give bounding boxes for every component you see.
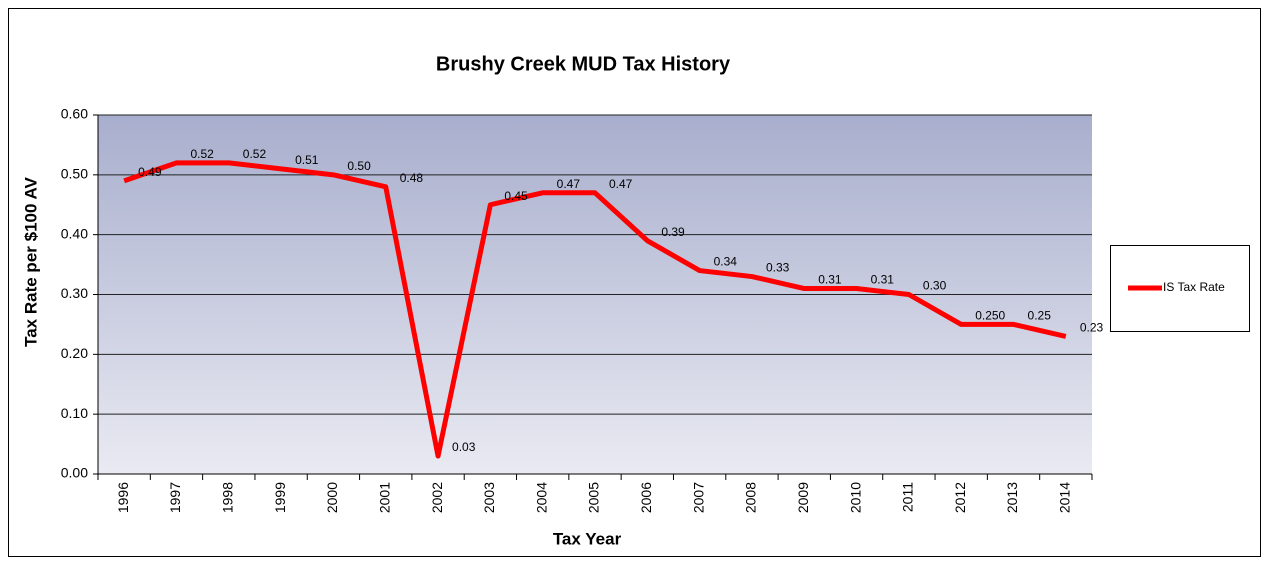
data-label: 0.48: [400, 171, 424, 185]
data-label: 0.30: [923, 279, 947, 293]
x-tick-label: 2003: [481, 482, 497, 513]
x-tick-label: 2010: [847, 482, 863, 513]
y-tick-label: 0.10: [61, 405, 88, 421]
data-line: [123, 160, 1067, 459]
legend-label: IS Tax Rate: [1163, 280, 1225, 294]
data-label: 0.49: [138, 165, 162, 179]
chart-title: Brushy Creek MUD Tax History: [436, 53, 731, 75]
data-label: 0.33: [766, 261, 790, 275]
data-label: 0.47: [609, 177, 633, 191]
x-tick-label: 2005: [586, 482, 602, 513]
y-tick-label: 0.00: [61, 465, 88, 481]
data-label: 0.31: [871, 273, 895, 287]
y-tick-label: 0.40: [61, 225, 88, 241]
data-label: 0.250: [975, 309, 1005, 323]
data-label: 0.39: [661, 225, 685, 239]
data-label: 0.52: [190, 147, 214, 161]
y-tick-label: 0.30: [61, 285, 88, 301]
x-tick-label: 2012: [952, 482, 968, 513]
x-tick-label: 2008: [743, 482, 759, 513]
data-label: 0.50: [347, 159, 371, 173]
data-label: 0.52: [243, 147, 267, 161]
data-label: 0.45: [504, 189, 528, 203]
data-label: 0.47: [557, 177, 581, 191]
y-tick-label: 0.20: [61, 345, 88, 361]
y-tick-label: 0.50: [61, 166, 88, 182]
y-tick-label: 0.60: [61, 106, 88, 122]
x-tick-label: 2001: [376, 482, 392, 513]
x-tick-label: 2009: [795, 482, 811, 513]
x-axis-title: Tax Year: [553, 529, 622, 548]
x-tick-label: 2013: [1004, 482, 1020, 513]
data-label: 0.51: [295, 153, 319, 167]
x-tick-label: 1998: [219, 482, 235, 513]
data-label: 0.23: [1080, 321, 1104, 335]
y-axis-title: Tax Rate per $100 AV: [21, 176, 40, 346]
x-tick-label: 2004: [533, 482, 549, 513]
x-tick-label: 1997: [167, 482, 183, 513]
x-tick-label: 2006: [638, 482, 654, 513]
data-label: 0.34: [714, 255, 738, 269]
x-tick-label: 2007: [690, 482, 706, 513]
data-label: 0.25: [1028, 309, 1052, 323]
x-tick-label: 1996: [115, 482, 131, 513]
data-label: 0.03: [452, 440, 476, 454]
data-label: 0.31: [818, 273, 842, 287]
x-tick-label: 2011: [900, 482, 916, 512]
x-tick-label: 2002: [429, 482, 445, 513]
x-tick-label: 2000: [324, 482, 340, 513]
x-tick-label: 2014: [1057, 482, 1073, 513]
x-tick-label: 1999: [272, 482, 288, 513]
